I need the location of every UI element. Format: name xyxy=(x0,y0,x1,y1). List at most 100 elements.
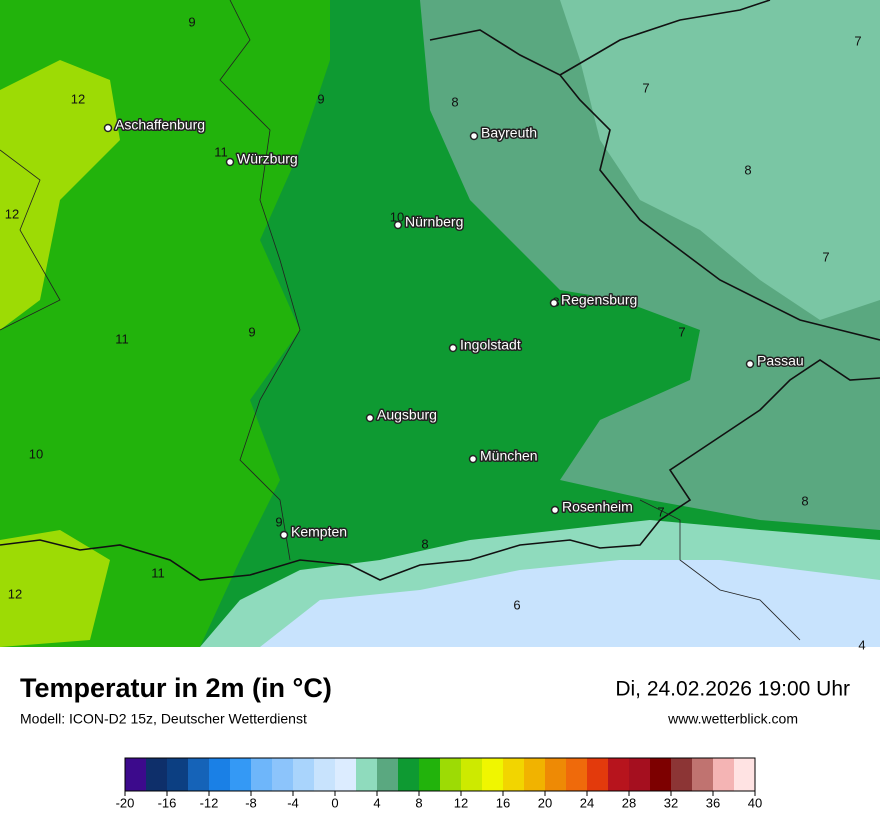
city-dot xyxy=(550,505,560,515)
colorbar-frame xyxy=(124,757,756,792)
website: www.wetterblick.com xyxy=(667,711,798,727)
city-name: Aschaffenburg xyxy=(115,117,205,133)
city-name: München xyxy=(480,448,538,464)
colorbar-swatch xyxy=(314,758,336,791)
isotherm-label: 7 xyxy=(642,80,649,95)
city-name: Augsburg xyxy=(377,407,437,423)
colorbar-tick-label: 32 xyxy=(664,795,678,810)
city-name: Bayreuth xyxy=(481,125,537,141)
city-dot xyxy=(103,123,113,133)
colorbar-swatch xyxy=(587,758,609,791)
colorbar-swatch xyxy=(545,758,567,791)
colorbar-tick-label: -12 xyxy=(200,795,219,810)
city-name: Passau xyxy=(757,353,804,369)
colorbar-swatch xyxy=(419,758,441,791)
colorbar-tick-label: -16 xyxy=(158,795,177,810)
isotherm-label: 11 xyxy=(115,331,129,346)
state-line xyxy=(219,0,301,561)
isotherm-label: 9 xyxy=(275,514,282,529)
colorbar-swatch xyxy=(230,758,252,791)
cooler-zone xyxy=(560,0,880,320)
colorbar-swatch xyxy=(713,758,735,791)
city-dot xyxy=(393,220,403,230)
colorbar-tick-label: 20 xyxy=(538,795,552,810)
colorbar-tick-label: 4 xyxy=(373,795,380,810)
isotherm-label: 12 xyxy=(5,206,19,221)
colorbar-swatch xyxy=(335,758,357,791)
isotherm-label: 11 xyxy=(214,144,228,159)
state-line xyxy=(0,149,61,331)
city-name: Würzburg xyxy=(237,151,298,167)
isotherm-label: 6 xyxy=(513,597,520,612)
colorbar-swatch xyxy=(125,758,147,791)
city-name: Regensburg xyxy=(561,292,637,308)
colorbar-tick-label: 12 xyxy=(454,795,468,810)
isotherm-label: 8 xyxy=(744,162,751,177)
colorbar-swatch xyxy=(440,758,462,791)
colorbar-swatch xyxy=(356,758,378,791)
isotherm-label: 8 xyxy=(451,94,458,109)
colorbar-swatch xyxy=(608,758,630,791)
isotherm-label: 9 xyxy=(317,91,324,106)
colorbar-swatch xyxy=(293,758,315,791)
city-dot xyxy=(468,454,478,464)
isotherm-label: 12 xyxy=(71,91,85,106)
colorbar-tick-label: 16 xyxy=(496,795,510,810)
model: Modell: ICON-D2 15z, Deutscher Wetterdie… xyxy=(20,711,307,727)
map xyxy=(0,0,880,647)
isotherm-label: 7 xyxy=(678,324,685,339)
border xyxy=(429,29,880,341)
isotherm-label: 12 xyxy=(8,586,22,601)
city-dot xyxy=(448,343,458,353)
isotherm-label: 10 xyxy=(390,209,404,224)
colorbar-swatch xyxy=(671,758,693,791)
isotherm-label: 10 xyxy=(29,446,43,461)
isotherm-label: 7 xyxy=(854,33,861,48)
border xyxy=(559,0,771,76)
colorbar-tick-label: 0 xyxy=(331,795,338,810)
isotherm-label: 8 xyxy=(801,493,808,508)
city-dot xyxy=(469,131,479,141)
colorbar-swatch xyxy=(167,758,189,791)
warm-zone xyxy=(0,60,120,330)
isotherm-label: 7 xyxy=(657,504,664,519)
datetime: Di, 24.02.2026 19:00 Uhr xyxy=(615,678,850,701)
colorbar-swatch xyxy=(272,758,294,791)
colorbar-swatch xyxy=(482,758,504,791)
city-name: Nürnberg xyxy=(405,214,463,230)
city-name: Kempten xyxy=(291,524,347,540)
city-name: Ingolstadt xyxy=(460,337,521,353)
isotherm-label: 9 xyxy=(188,14,195,29)
colorbar-swatch xyxy=(734,758,756,791)
colorbar-tick-label: 24 xyxy=(580,795,594,810)
cold-zone xyxy=(260,560,880,647)
colorbar-swatch xyxy=(503,758,525,791)
isotherm-label: 8 xyxy=(421,536,428,551)
city-dot xyxy=(745,359,755,369)
colorbar-tick-label: -20 xyxy=(116,795,135,810)
map-labels: 91298771112108789117108798111264Aschaffe… xyxy=(5,14,866,652)
city-dot xyxy=(549,298,559,308)
colorbar-tick-label: -4 xyxy=(287,795,299,810)
colorbar: -20 -16 -12 -8 -4 0 4 8 12 16 20 24 28 32 36 40 xyxy=(116,757,762,810)
border xyxy=(0,359,880,581)
warm-zone xyxy=(0,530,110,647)
colorbar-tick-label: 28 xyxy=(622,795,636,810)
colorbar-swatch xyxy=(209,758,231,791)
colorbar-swatch xyxy=(377,758,399,791)
isotherm-label: 4 xyxy=(858,637,865,652)
isotherm-label: 11 xyxy=(151,565,165,580)
state-line xyxy=(639,499,801,641)
colorbar-tick-label: -8 xyxy=(245,795,257,810)
colorbar-tick-label: 40 xyxy=(748,795,762,810)
colorbar-tick-label: 36 xyxy=(706,795,720,810)
colorbar-swatch xyxy=(251,758,273,791)
colorbar-swatch xyxy=(524,758,546,791)
colorbar-swatch xyxy=(629,758,651,791)
city-dot xyxy=(365,413,375,423)
city-dot xyxy=(279,530,289,540)
colorbar-swatch xyxy=(650,758,672,791)
colorbar-swatch xyxy=(461,758,483,791)
colorbar-swatch xyxy=(566,758,588,791)
